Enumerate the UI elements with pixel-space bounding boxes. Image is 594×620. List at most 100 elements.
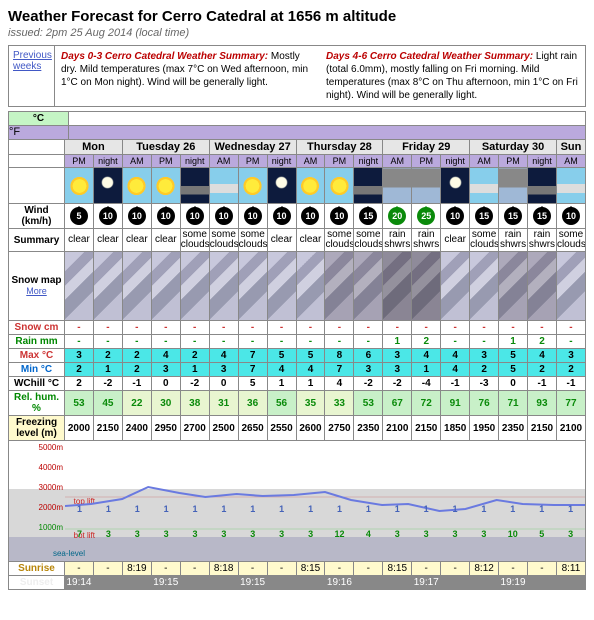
previous-weeks-link[interactable]: Previous weeks [13,50,52,72]
chart-top-num: 1 [209,504,238,514]
snowmap-thumb[interactable] [94,252,122,320]
wchill-row-cell: 4 [325,377,354,391]
freeze-row-cell: 2100 [556,416,585,441]
forecast-table: MonTuesday 26Wednesday 27Thursday 28Frid… [8,139,586,590]
snowmap-thumb[interactable] [412,252,440,320]
freeze-row-cell: 2150 [412,416,441,441]
wind-icon: 10 [186,207,204,225]
wind-icon: 20 [388,207,406,225]
snowmap-thumb[interactable] [557,252,585,320]
unit-f-button[interactable]: °F [9,126,69,139]
sunrise-row-cell: - [238,562,267,576]
snowmap-thumb[interactable] [297,252,325,320]
period-cell: PM [499,155,528,168]
snowmap-more-link[interactable]: More [26,286,47,296]
sunrise-row-cell: - [93,562,122,576]
day-header: Mon [65,140,123,155]
freeze-row-cell: 2100 [383,416,412,441]
snowmap-cell [470,252,499,321]
wind-cell: 10 [122,204,151,229]
snowmap-cell [325,252,354,321]
chart-top-num: 1 [94,504,123,514]
issued-time: issued: 2pm 25 Aug 2014 (local time) [8,27,586,39]
chart-bot-num: 3 [412,529,441,539]
sunset-row-cell: 19:15 [151,576,180,590]
wchill-row-cell: -2 [383,377,412,391]
max-row-cell: 8 [325,349,354,363]
wind-cell: 5 [65,204,94,229]
snow-row-cell: - [180,321,209,335]
period-cell: AM [470,155,499,168]
snowmap-thumb[interactable] [383,252,411,320]
wind-icon: 15 [533,207,551,225]
day-header: Thursday 28 [296,140,383,155]
wind-icon: 10 [99,207,117,225]
min-row-cell: 2 [470,363,499,377]
wind-cell: 10 [93,204,122,229]
sunset-row-cell [383,576,412,590]
sunrise-row-cell: - [151,562,180,576]
snowmap-cell [383,252,412,321]
sunrise-row-cell: - [65,562,94,576]
chart-top-num: 1 [556,504,585,514]
wind-icon: 10 [301,207,319,225]
snowmap-thumb[interactable] [528,252,556,320]
chart-bot-num: 3 [152,529,181,539]
period-cell: AM [383,155,412,168]
freeze-row-cell: 2950 [151,416,180,441]
min-row-cell: 3 [354,363,383,377]
snowmap-thumb[interactable] [239,252,267,320]
wind-icon: 10 [244,207,262,225]
wind-cell: 10 [267,204,296,229]
sunset-row-cell [441,576,470,590]
sunset-row-cell: 19:15 [238,576,267,590]
min-row-cell: 4 [296,363,325,377]
snowmap-cell [151,252,180,321]
weather-icon [470,168,499,204]
snow-row-cell: - [65,321,94,335]
period-cell: PM [238,155,267,168]
rain-row-cell: - [180,335,209,349]
sunset-row-cell [470,576,499,590]
axis-3000: 3000m [9,483,65,492]
hum-cell: 38 [180,391,209,416]
snowmap-thumb[interactable] [210,252,238,320]
wchill-row-cell: -2 [93,377,122,391]
snowmap-thumb[interactable] [325,252,353,320]
snowmap-thumb[interactable] [470,252,498,320]
wind-cell: 10 [441,204,470,229]
sunset-row-cell [93,576,122,590]
max-row-cell: 4 [412,349,441,363]
row-rain-label: Rain mm [9,335,65,349]
snowmap-thumb[interactable] [152,252,180,320]
hum-cell: 22 [122,391,151,416]
snowmap-thumb[interactable] [499,252,527,320]
unit-c-button[interactable]: °C [9,112,69,125]
chart-bot-num: 10 [498,529,527,539]
snow-row-cell: - [325,321,354,335]
chart-bot-num: 3 [209,529,238,539]
period-cell: night [354,155,383,168]
snowmap-cell [441,252,470,321]
snowmap-thumb[interactable] [123,252,151,320]
min-row-cell: 2 [65,363,94,377]
hum-cell: 33 [325,391,354,416]
wind-cell: 10 [151,204,180,229]
snowmap-thumb[interactable] [268,252,296,320]
snowmap-thumb[interactable] [181,252,209,320]
wind-cell: 10 [180,204,209,229]
wind-cell: 10 [325,204,354,229]
wchill-row-cell: -3 [470,377,499,391]
snowmap-thumb[interactable] [441,252,469,320]
sunset-row-cell [180,576,209,590]
snowmap-thumb[interactable] [65,252,93,320]
snowmap-thumb[interactable] [354,252,382,320]
hum-cell: 93 [528,391,557,416]
min-row-cell: 1 [412,363,441,377]
summary-row: Previous weeks Days 0-3 Cerro Catedral W… [8,45,586,107]
freeze-row-cell: 2700 [180,416,209,441]
period-cell: night [267,155,296,168]
weather-icon [296,168,325,204]
wind-icon: 10 [330,207,348,225]
sunset-row-cell: 19:19 [499,576,528,590]
